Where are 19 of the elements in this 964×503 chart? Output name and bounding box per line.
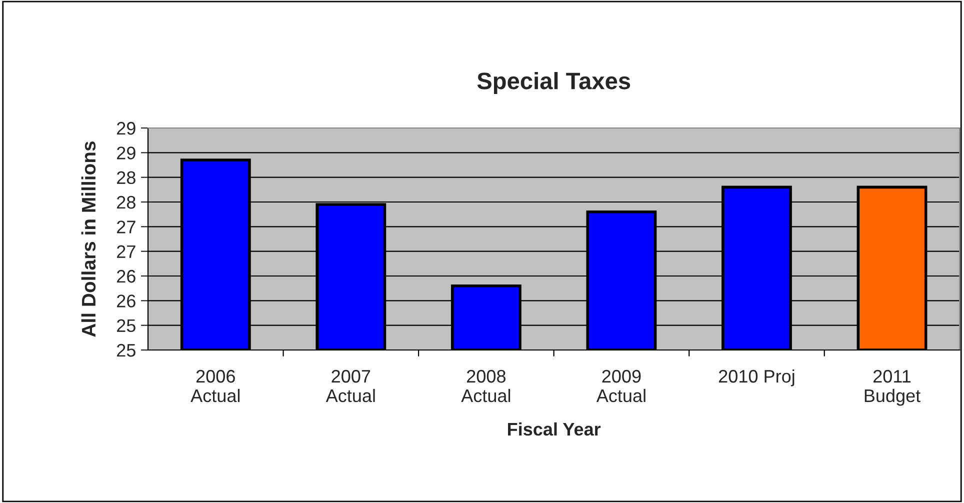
y-tick-label: 28 — [117, 171, 136, 184]
y-tick-label: 27 — [117, 245, 136, 258]
x-tick-label: 2011 Budget — [864, 370, 920, 406]
chart-title: Special Taxes — [477, 72, 630, 94]
y-tick-label: 25 — [117, 319, 136, 332]
y-tick-label: 27 — [117, 220, 136, 234]
x-tick-label: 2006 Actual — [190, 370, 240, 402]
x-tick-label: 2007 Actual — [326, 370, 375, 402]
y-tick-label: 29 — [117, 146, 136, 160]
y-tick-label: 29 — [117, 122, 136, 135]
x-tick-label: 2010 Proj — [718, 369, 794, 386]
x-axis-title: Fiscal Year — [508, 422, 601, 436]
x-tick-label: 2009 Actual — [596, 370, 646, 402]
y-tick-label: 28 — [117, 196, 136, 209]
x-tick-label: 2008 Actual — [461, 370, 510, 402]
y-tick-label: 26 — [117, 270, 136, 283]
y-axis-title: All Dollars in Millions — [81, 141, 96, 337]
y-tick-label: 25 — [117, 344, 136, 357]
y-tick-label: 26 — [117, 294, 136, 308]
